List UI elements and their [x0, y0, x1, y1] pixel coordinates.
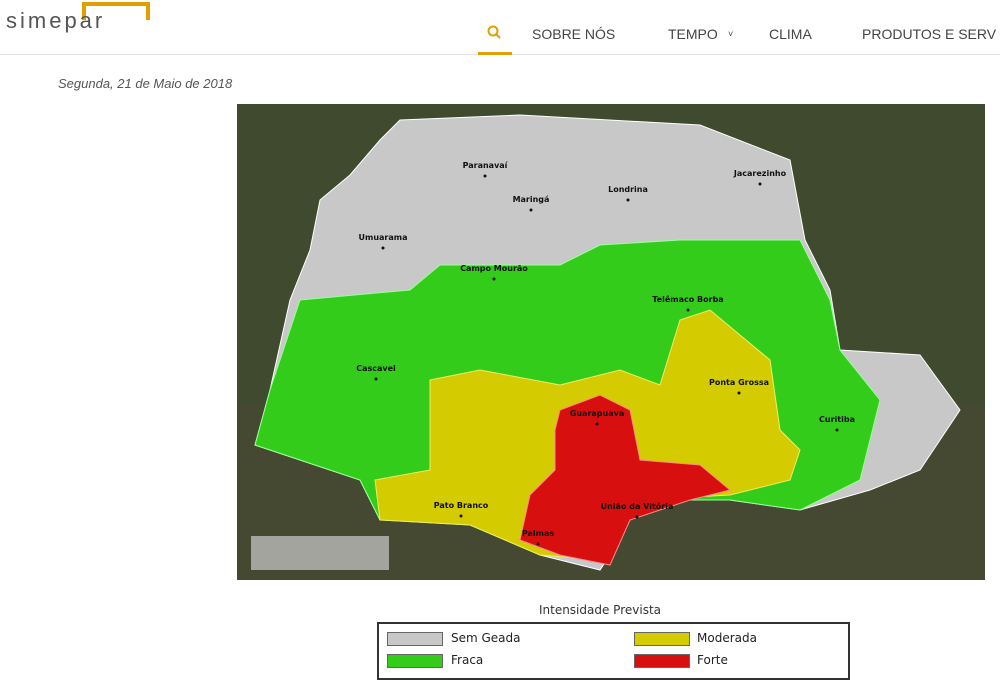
city-label: Maringá	[513, 195, 550, 204]
nav-item[interactable]: CLIMA	[769, 26, 812, 42]
city-label: Palmas	[522, 529, 555, 538]
city-label: Campo Mourão	[460, 264, 528, 273]
legend-swatch	[634, 654, 690, 668]
legend-swatch	[387, 654, 443, 668]
city-dot	[483, 174, 487, 178]
region-forte	[519, 394, 732, 566]
legend-swatch	[634, 632, 690, 646]
city-dot	[381, 246, 385, 250]
city-label: Jacarezinho	[733, 169, 787, 178]
nav-item[interactable]: TEMPO	[668, 26, 718, 42]
city-label: Paranavaí	[463, 161, 509, 170]
city-dot	[758, 182, 762, 186]
logo-mark	[82, 2, 150, 20]
frost-map: Paranavaí Jacarezinho Maringá Londrina Umuar…	[237, 104, 985, 580]
legend-swatch	[387, 632, 443, 646]
search-button[interactable]	[478, 14, 512, 55]
city-dot	[595, 422, 599, 426]
legend-label: Fraca	[451, 653, 484, 667]
city-dot	[459, 514, 463, 518]
city-label: Cascavel	[356, 364, 396, 373]
nav-item[interactable]: PRODUTOS E SERV	[862, 26, 997, 42]
city-dot	[536, 542, 540, 546]
nav-item[interactable]: SOBRE NÓS	[532, 26, 616, 42]
city-label: União da Vitória	[601, 501, 674, 511]
city-dot	[529, 208, 533, 212]
city-label: Londrina	[608, 185, 648, 194]
city-label: Curitiba	[819, 415, 855, 424]
legend-label: Sem Geada	[451, 631, 521, 645]
city-dot	[492, 277, 496, 281]
nav-caret: ˅	[728, 29, 734, 39]
logo[interactable]: simepar	[6, 8, 106, 33]
city-label: Pato Branco	[434, 501, 489, 510]
search-icon	[487, 25, 501, 39]
legend: Sem Geada Moderada Fraca Forte	[377, 622, 850, 680]
header: simepar SOBRE NÓS TEMPO ˅ CLIMA PRODUTOS…	[0, 0, 1000, 55]
city-label: Umuarama	[358, 233, 407, 242]
city-label: Guarapuava	[570, 409, 624, 418]
city-dot	[737, 391, 741, 395]
city-dot	[626, 198, 630, 202]
city-dot	[635, 515, 639, 519]
city-label: Telêmaco Borba	[652, 294, 723, 304]
city-label: Ponta Grossa	[709, 378, 769, 387]
watermark	[251, 536, 389, 570]
legend-label: Forte	[697, 653, 728, 667]
city-dot	[686, 308, 690, 312]
legend-label: Moderada	[697, 631, 757, 645]
city-dot	[374, 377, 378, 381]
legend-title: Intensidade Prevista	[538, 603, 662, 617]
city-dot	[835, 428, 839, 432]
date: Segunda, 21 de Maio de 2018	[58, 76, 233, 91]
